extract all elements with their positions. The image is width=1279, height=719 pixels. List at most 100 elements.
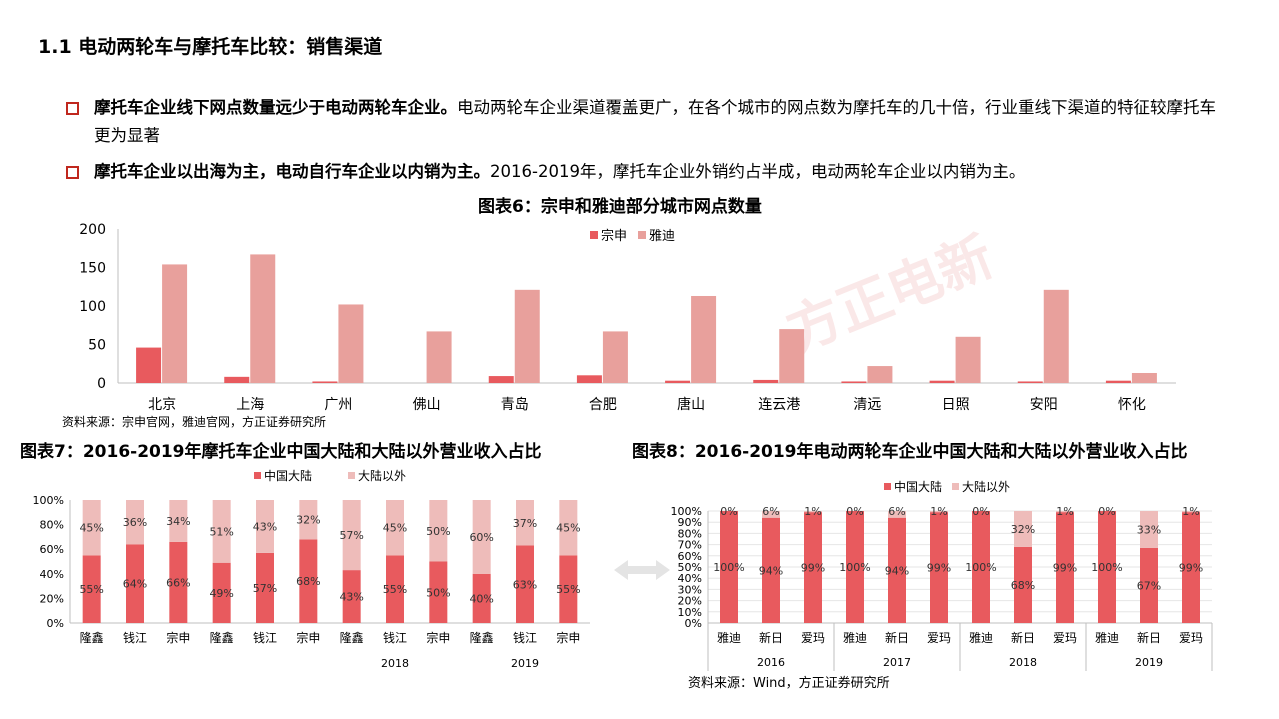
chart7-data-label: 55%	[556, 583, 580, 596]
chart7-data-label: 60%	[469, 531, 493, 544]
chart7-group-label: 2018	[381, 657, 409, 670]
chart7-data-label: 68%	[296, 575, 320, 588]
chart7-bar-segment	[429, 561, 448, 623]
chart7-data-label: 57%	[253, 582, 277, 595]
chart7-x-tick-label: 宗申	[556, 630, 580, 645]
chart8-data-label: 100%	[1091, 561, 1122, 574]
chart7-data-label: 63%	[513, 578, 537, 591]
chart8-bar-segment	[804, 511, 822, 513]
chart7-x-tick-label: 隆鑫	[470, 630, 494, 645]
chart6-legend-swatch	[638, 231, 646, 239]
chart7-data-label: 55%	[79, 583, 103, 596]
chart7-bar-segment	[472, 573, 491, 623]
chart8-data-label: 100%	[839, 561, 870, 574]
chart6-x-tick-label: 上海	[236, 397, 264, 413]
chart7-bar-segment	[559, 500, 578, 556]
chart7-data-label: 34%	[166, 515, 190, 528]
chart7-y-tick-label: 20%	[40, 592, 64, 605]
chart8-y-tick-label: 80%	[678, 527, 702, 540]
chart6-y-tick-label: 100	[79, 299, 106, 315]
chart8-x-tick-label: 雅迪	[717, 630, 741, 645]
chart7-bar-segment	[256, 552, 274, 623]
chart7-data-label: 40%	[469, 592, 493, 605]
chart8-x-tick-label: 新日	[1137, 630, 1161, 645]
chart7-bar-segment	[472, 500, 491, 574]
chart8-y-tick-label: 70%	[678, 539, 702, 552]
chart8-bar-segment	[1140, 547, 1158, 623]
chart7-bar-segment	[82, 555, 101, 623]
chart8-legend-label: 中国大陆	[894, 479, 942, 494]
chart8-data-label: 0%	[846, 505, 863, 518]
bullet-2: 摩托车企业以出海为主，电动自行车企业以内销为主。2016-2019年，摩托车企业…	[66, 158, 1236, 186]
chart6-bar-yadi	[426, 331, 452, 383]
chart7-data-label: 49%	[209, 587, 233, 600]
page-title: 1.1 电动两轮车与摩托车比较：销售渠道	[38, 36, 383, 58]
chart8-group-label: 2019	[1135, 656, 1163, 669]
bullet-square-icon	[66, 102, 79, 115]
chart8-bar-segment	[1014, 546, 1032, 623]
chart8-x-tick-label: 新日	[885, 630, 909, 645]
chart7-data-label: 66%	[166, 576, 190, 589]
chart7-bar-segment	[342, 500, 361, 571]
chart7-y-tick-label: 80%	[40, 519, 64, 532]
chart8-data-label: 99%	[927, 562, 951, 575]
chart8-bar-segment	[1056, 511, 1074, 513]
chart8-bar-segment	[1140, 511, 1158, 548]
chart8-bar-segment	[888, 517, 906, 623]
chart7-x-tick-label: 钱江	[383, 630, 407, 645]
chart7-bar-segment	[212, 562, 231, 623]
chart7-y-tick-label: 0%	[47, 617, 64, 630]
chart6-x-tick-label: 连云港	[758, 397, 800, 413]
chart7-y-tick-label: 40%	[40, 568, 64, 581]
chart8-bar-segment	[1056, 512, 1074, 623]
chart8-y-tick-label: 0%	[685, 617, 702, 630]
bullet-2-text: 2016-2019年，摩托车企业外销约占半成，电动两轮车企业以内销为主。	[490, 162, 1026, 181]
chart7-y-tick-label: 60%	[40, 543, 64, 556]
chart8-group-label: 2017	[883, 656, 911, 669]
chart6-bar-zongshen	[841, 381, 867, 383]
chart7-x-tick-label: 隆鑫	[80, 630, 104, 645]
chart7-x-tick-label: 宗申	[296, 630, 320, 645]
chart6-y-tick-label: 150	[79, 261, 106, 277]
chart8-data-label: 99%	[801, 562, 825, 575]
chart7-bar-segment	[169, 500, 188, 542]
chart6-bar-yadi	[250, 254, 276, 383]
chart7-bar-segment	[386, 500, 404, 556]
chart7-data-label: 43%	[253, 520, 277, 533]
chart8-bar-segment	[930, 512, 948, 623]
chart8-title: 图表8：2016-2019年电动两轮车企业中国大陆和大陆以外营业收入占比	[632, 442, 1188, 462]
chart8-x-tick-label: 雅迪	[1095, 630, 1119, 645]
chart7-title: 图表7：2016-2019年摩托车企业中国大陆和大陆以外营业收入占比	[20, 442, 542, 462]
chart8-data-label: 100%	[713, 561, 744, 574]
chart7-bar-segment	[169, 541, 188, 623]
chart6-legend-label: 宗申	[601, 228, 627, 244]
chart7-data-label: 37%	[513, 517, 537, 530]
chart6-y-tick-label: 50	[88, 338, 106, 354]
chart6-x-tick-label: 青岛	[501, 397, 529, 413]
chart7-data-label: 45%	[79, 522, 103, 535]
chart8-data-label: 1%	[1182, 505, 1199, 518]
chart8-bar-segment	[804, 512, 822, 623]
chart6-x-tick-label: 唐山	[677, 396, 705, 413]
chart6-x-tick-label: 北京	[148, 397, 176, 413]
chart8-data-label: 1%	[1056, 505, 1073, 518]
chart7-bar-segment	[429, 500, 448, 562]
chart6-bar-zongshen	[1017, 381, 1043, 383]
chart8-legend-label: 大陆以外	[962, 479, 1010, 494]
chart7-bar-segment	[516, 545, 534, 623]
chart8-data-label: 32%	[1011, 523, 1035, 536]
chart8-y-tick-label: 90%	[678, 516, 702, 529]
chart7-x-tick-label: 钱江	[123, 630, 147, 645]
chart8-data-label: 1%	[804, 505, 821, 518]
chart6-y-tick-label: 200	[79, 222, 106, 238]
chart7-legend-label: 大陆以外	[358, 468, 406, 483]
chart7-legend-swatch	[348, 472, 355, 479]
chart8-x-tick-label: 爱玛	[1179, 631, 1203, 645]
chart7-x-tick-label: 宗申	[426, 630, 450, 645]
chart8-x-tick-label: 爱玛	[1053, 631, 1077, 645]
chart6-x-tick-label: 日照	[942, 397, 970, 413]
chart8-data-label: 94%	[759, 564, 783, 577]
chart8-data-label: 99%	[1179, 562, 1203, 575]
chart7-data-label: 36%	[123, 516, 147, 529]
